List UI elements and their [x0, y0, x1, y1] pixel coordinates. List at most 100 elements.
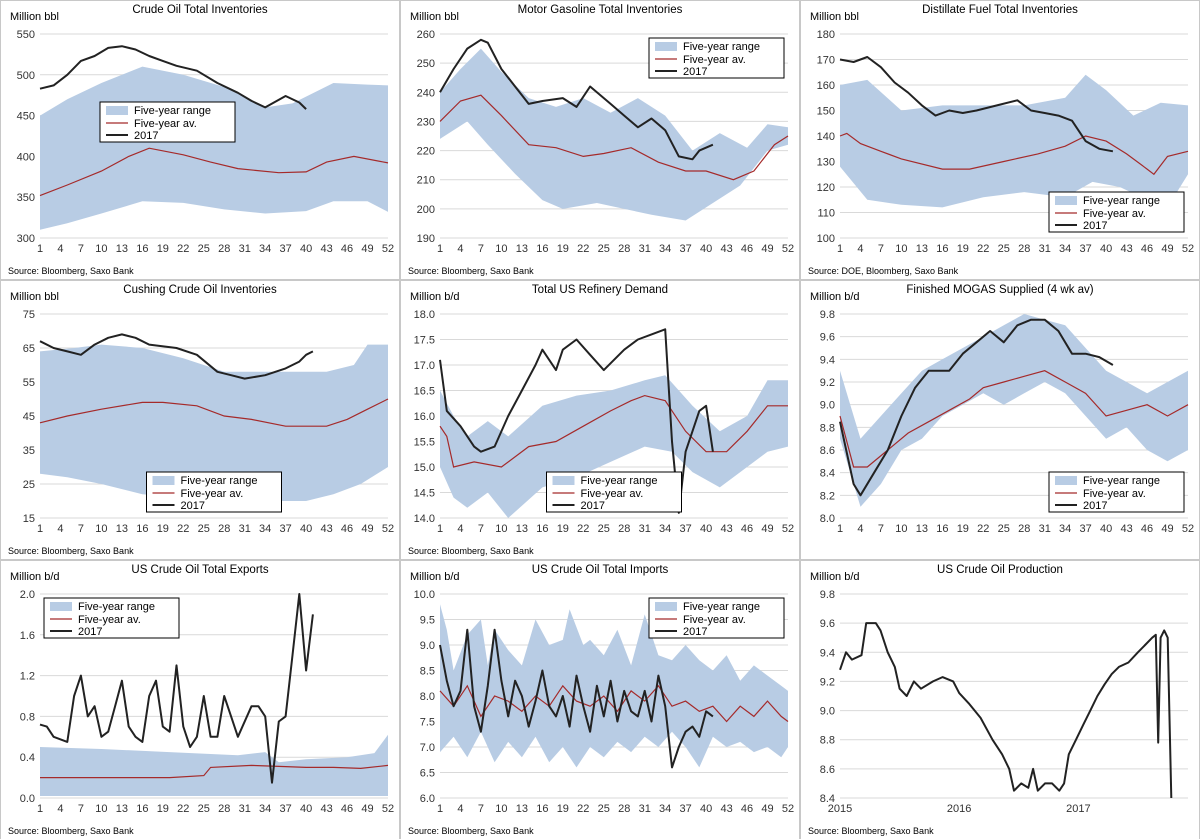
y-tick-label: 14.0 — [414, 513, 435, 525]
y-tick-label: 9.6 — [820, 618, 835, 630]
x-tick-label: 4 — [57, 523, 63, 535]
x-tick-label: 28 — [218, 803, 230, 815]
x-tick-label: 10 — [95, 243, 107, 255]
y-axis-unit: Million b/d — [810, 291, 860, 303]
x-tick-label: 22 — [577, 243, 589, 255]
x-tick-label: 28 — [618, 243, 630, 255]
y-tick-label: 130 — [817, 157, 835, 169]
y-tick-label: 75 — [23, 309, 35, 321]
legend-swatch-range — [655, 42, 677, 51]
y-tick-label: 8.5 — [420, 666, 435, 678]
x-tick-label: 16 — [136, 523, 148, 535]
x-tick-label: 43 — [720, 243, 732, 255]
x-tick-label: 1 — [437, 243, 443, 255]
y-tick-label: 9.6 — [820, 332, 835, 344]
legend-label-range: Five-year range — [683, 41, 760, 53]
y-tick-label: 9.2 — [820, 377, 835, 389]
y-tick-label: 220 — [417, 146, 435, 158]
x-tick-label: 19 — [957, 243, 969, 255]
y-tick-label: 10.0 — [414, 589, 435, 601]
y-tick-label: 110 — [817, 208, 835, 220]
five-year-average-line — [839, 132, 1189, 176]
x-tick-label: 22 — [577, 523, 589, 535]
x-tick-label: 49 — [361, 523, 373, 535]
five-year-range-band — [40, 344, 388, 508]
x-tick-label: 4 — [857, 523, 863, 535]
x-tick-label: 10 — [495, 243, 507, 255]
y-tick-label: 14.5 — [414, 488, 435, 500]
x-tick-label: 40 — [300, 243, 312, 255]
x-tick-label: 19 — [157, 243, 169, 255]
y-axis-unit: Million bbl — [10, 291, 59, 303]
x-tick-label: 25 — [598, 803, 610, 815]
x-tick-label: 1 — [437, 803, 443, 815]
x-tick-label: 22 — [577, 803, 589, 815]
y-tick-label: 15 — [23, 513, 35, 525]
source-note: Source: Bloomberg, Saxo Bank — [8, 546, 134, 556]
x-tick-label: 25 — [998, 243, 1010, 255]
y-tick-label: 9.8 — [820, 309, 835, 321]
five-year-range-band — [440, 48, 788, 221]
y-tick-label: 8.6 — [820, 764, 835, 776]
legend-label-average: Five-year av. — [683, 614, 746, 626]
x-tick-label: 34 — [659, 243, 671, 255]
x-tick-label: 13 — [516, 243, 528, 255]
x-tick-label: 34 — [1059, 243, 1071, 255]
legend-label-2017: 2017 — [78, 626, 102, 638]
chart-panel-us-crude-oil-production: US Crude Oil Production Million b/d 8.4 8.6… — [800, 560, 1200, 839]
y-tick-label: 210 — [417, 175, 435, 187]
y-axis-unit: Million b/d — [10, 571, 60, 583]
x-tick-label: 7 — [878, 243, 884, 255]
x-tick-label: 22 — [177, 803, 189, 815]
y-tick-label: 15.0 — [414, 462, 435, 474]
x-tick-label: 1 — [37, 243, 43, 255]
x-tick-label: 22 — [177, 243, 189, 255]
legend-label-range: Five-year range — [78, 601, 155, 613]
x-tick-label: 4 — [57, 803, 63, 815]
x-tick-label: 52 — [382, 803, 394, 815]
y-tick-label: 16.0 — [414, 411, 435, 423]
source-note: Source: Bloomberg, Saxo Bank — [408, 826, 534, 836]
chart-title: Motor Gasoline Total Inventories — [518, 4, 683, 16]
x-tick-label: 2016 — [947, 803, 971, 815]
x-tick-label: 37 — [680, 523, 692, 535]
y-tick-label: 15.5 — [414, 437, 435, 449]
panel-frame — [800, 560, 1200, 839]
y-tick-label: 140 — [817, 131, 835, 143]
legend-label-2017: 2017 — [581, 500, 605, 512]
x-tick-label: 49 — [1161, 523, 1173, 535]
x-tick-label: 16 — [936, 523, 948, 535]
x-tick-label: 10 — [95, 523, 107, 535]
x-tick-label: 28 — [218, 523, 230, 535]
x-tick-label: 46 — [1141, 523, 1153, 535]
x-tick-label: 28 — [618, 803, 630, 815]
x-tick-label: 43 — [720, 523, 732, 535]
x-tick-label: 40 — [1100, 243, 1112, 255]
x-tick-label: 1 — [837, 243, 843, 255]
y-tick-label: 8.0 — [820, 513, 835, 525]
y-tick-label: 350 — [17, 192, 35, 204]
year-2017-line — [39, 593, 314, 784]
x-tick-label: 46 — [741, 803, 753, 815]
y-tick-label: 200 — [417, 204, 435, 216]
x-tick-label: 19 — [557, 243, 569, 255]
y-tick-label: 550 — [17, 29, 35, 41]
x-tick-label: 40 — [700, 243, 712, 255]
x-tick-label: 16 — [936, 243, 948, 255]
legend-swatch-range — [655, 602, 677, 611]
y-tick-label: 170 — [817, 55, 835, 67]
five-year-average-line — [40, 764, 389, 779]
x-tick-label: 7 — [78, 243, 84, 255]
x-tick-label: 49 — [361, 243, 373, 255]
x-tick-label: 40 — [300, 523, 312, 535]
y-tick-label: 7.5 — [420, 717, 435, 729]
x-tick-label: 22 — [977, 243, 989, 255]
x-tick-label: 4 — [857, 243, 863, 255]
chart-panel-us-crude-oil-total-exports: US Crude Oil Total Exports Million b/d 0.0… — [0, 560, 400, 839]
y-tick-label: 240 — [417, 87, 435, 99]
y-tick-label: 0.4 — [20, 752, 35, 764]
chart-panel-us-crude-oil-total-imports: US Crude Oil Total Imports Million b/d 6.0… — [400, 560, 800, 839]
y-axis-unit: Million bbl — [810, 11, 859, 23]
x-tick-label: 13 — [116, 243, 128, 255]
source-note: Source: DOE, Bloomberg, Saxo Bank — [808, 266, 959, 276]
